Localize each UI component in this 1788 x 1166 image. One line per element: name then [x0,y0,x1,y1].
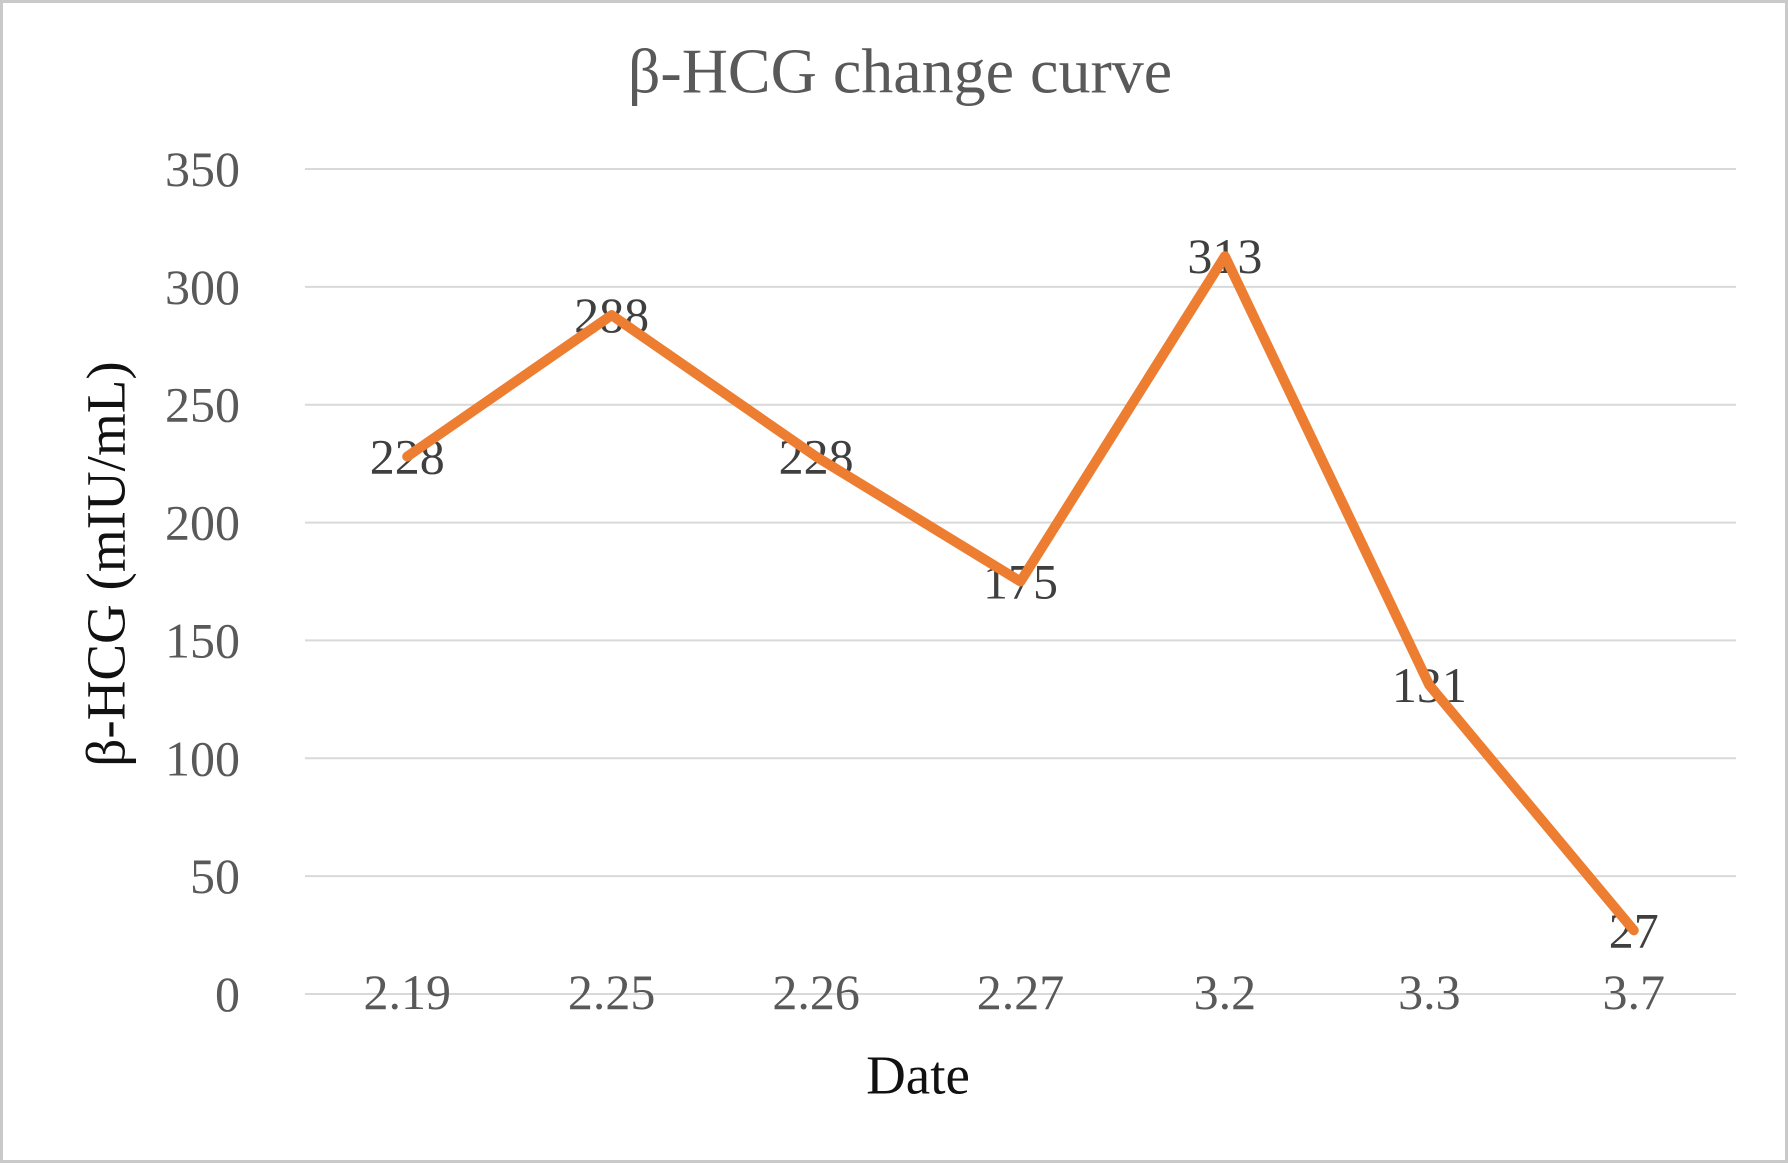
y-tick-label: 100 [165,730,240,786]
y-tick-label: 350 [165,141,240,197]
x-tick-label: 3.7 [1603,964,1666,1020]
series-line [402,251,1639,936]
x-tick-label: 3.3 [1398,964,1461,1020]
y-tick-label: 150 [165,612,240,668]
y-tick-label: 50 [190,848,240,904]
chart-canvas: β-HCG change curve β-HCG (mIU/mL) Date 0… [76,36,1736,1106]
gridlines-group [305,168,1736,995]
x-tick-label: 2.19 [363,964,451,1020]
chart-title: β-HCG change curve [628,36,1172,107]
y-axis-title: β-HCG (mIU/mL) [76,361,137,766]
y-tick-label: 250 [165,377,240,433]
x-axis-title: Date [866,1045,970,1106]
x-tick-label: 2.25 [568,964,656,1020]
x-tick-label: 2.27 [977,964,1065,1020]
series-group [402,251,1639,936]
y-axis-tick-labels: 0 50 100 150 200 250 300 350 [165,141,240,1022]
y-tick-label: 200 [165,495,240,551]
x-tick-label: 3.2 [1194,964,1257,1020]
y-tick-label: 300 [165,259,240,315]
y-tick-label: 0 [215,966,240,1022]
x-tick-label: 2.26 [772,964,860,1020]
x-axis-tick-labels: 2.19 2.25 2.26 2.27 3.2 3.3 3.7 [363,964,1665,1020]
